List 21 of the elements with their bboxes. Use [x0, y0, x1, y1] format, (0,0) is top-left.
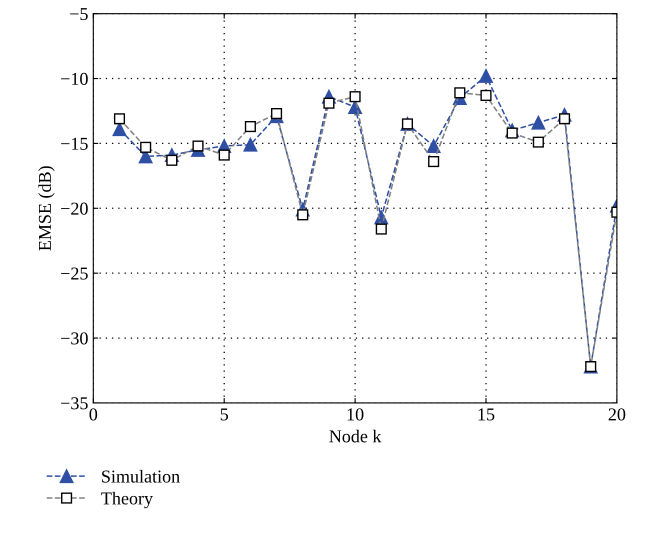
- point: [112, 122, 126, 136]
- y-tick-label: −15: [61, 138, 88, 150]
- legend-label: Simulation: [102, 470, 180, 483]
- x-tick-label: 10: [348, 408, 364, 421]
- x-tick-label: 5: [220, 408, 228, 421]
- y-tick-label: −25: [61, 267, 88, 280]
- x-tick-label: 0: [89, 408, 98, 421]
- point: [531, 116, 546, 130]
- y-axis-title: EMSE (dB): [38, 166, 55, 251]
- y-tick-label: −30: [61, 332, 88, 345]
- point: [426, 139, 441, 153]
- x-tick-label: 20: [608, 408, 626, 421]
- point: [479, 68, 493, 83]
- y-tick-label: −5: [70, 8, 88, 20]
- legend-label: Theory: [101, 492, 153, 508]
- x-axis-title: Node k: [329, 430, 382, 442]
- x-tick-label: 15: [478, 408, 494, 421]
- point: [243, 138, 258, 152]
- y-tick-label: −35: [61, 397, 88, 410]
- y-tick-label: −10: [61, 72, 88, 85]
- y-tick-label: −20: [61, 202, 88, 215]
